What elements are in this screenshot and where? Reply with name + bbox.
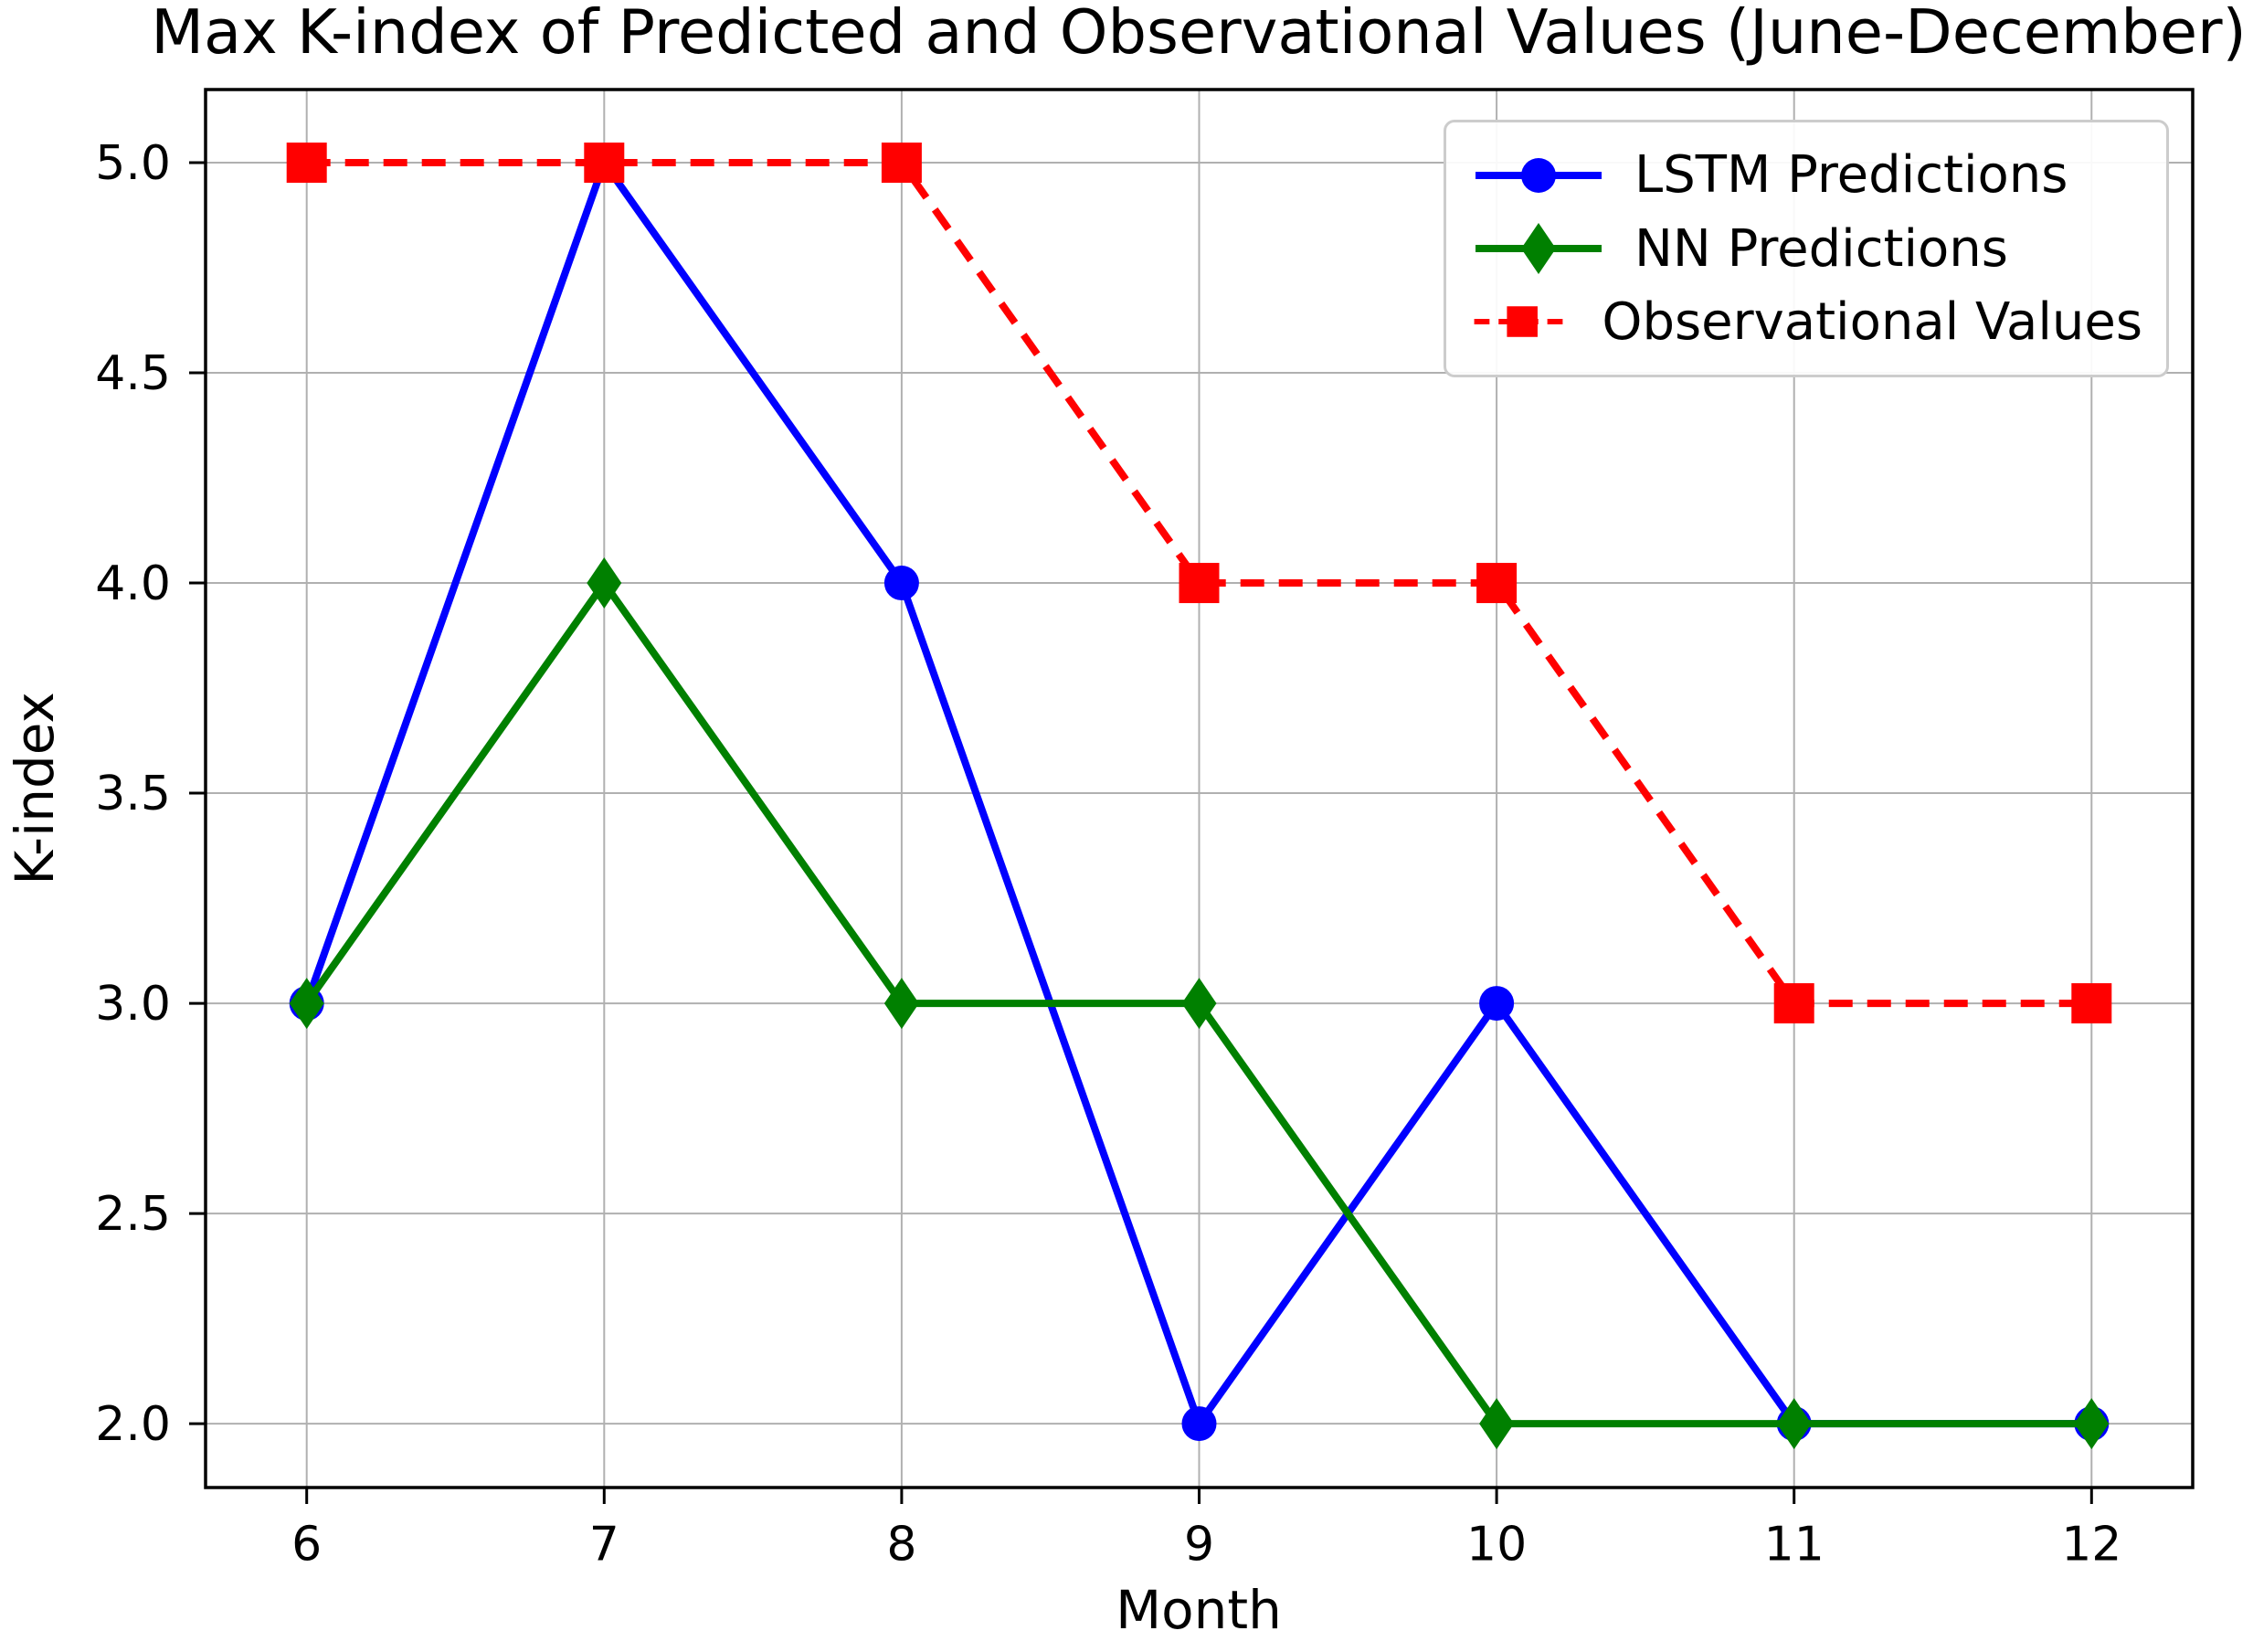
series-observational-values: [286, 143, 2112, 1024]
nn-predictions-legend-marker: [1521, 223, 1556, 274]
series-layer: [286, 143, 2112, 1450]
x-tick-label-8: 8: [886, 1518, 916, 1573]
x-axis-label: Month: [1116, 1579, 1282, 1641]
y-tick-label-5: 5.0: [95, 136, 171, 191]
legend-label: NN Predictions: [1634, 218, 2008, 279]
x-tick-label-10: 10: [1466, 1518, 1527, 1573]
nn-predictions-marker: [1479, 1398, 1515, 1450]
lstm-predictions-marker: [883, 566, 919, 601]
observational-values-marker: [1476, 563, 1518, 604]
legend-item-nn-predictions: NN Predictions: [1470, 219, 2142, 279]
y-axis-label: K-index: [4, 692, 66, 885]
y-tick-label-4.5: 4.5: [95, 346, 171, 401]
x-tick-label-12: 12: [2061, 1518, 2121, 1573]
x-tick-label-7: 7: [589, 1518, 619, 1573]
observational-values-marker: [1179, 563, 1220, 604]
y-tick-label-2: 2.0: [95, 1397, 171, 1452]
observational-values-marker: [286, 143, 327, 184]
legend-item-lstm-predictions: LSTM Predictions: [1470, 145, 2142, 205]
nn-predictions-marker: [1776, 1398, 1812, 1450]
x-tick-label-6: 6: [291, 1518, 322, 1573]
lstm-predictions-legend-marker: [1476, 157, 1602, 193]
observational-values-legend-marker: [1474, 306, 1571, 338]
axis-layer: 6 7 8 9 10 11 12 2.0 2.5 3.0 3.5 4.0 4.5 5.0: [95, 88, 2195, 1573]
lstm-predictions-marker: [1181, 1406, 1217, 1442]
y-tick-label-3.5: 3.5: [95, 767, 171, 821]
nn-predictions-marker: [587, 557, 622, 609]
series-nn-predictions: [289, 557, 2110, 1450]
y-tick-label-4: 4.0: [95, 556, 171, 611]
lstm-predictions-legend-marker: [1521, 157, 1556, 193]
legend-label: Observational Values: [1602, 291, 2142, 352]
observational-values-legend-marker: [1507, 306, 1538, 338]
legend: LSTM Predictions NN Predictions Observatio…: [1444, 120, 2169, 377]
lstm-predictions-marker: [1479, 986, 1515, 1022]
nn-predictions-legend-marker: [1476, 223, 1602, 274]
nn-predictions-marker: [1181, 978, 1217, 1030]
y-tick-label-2.5: 2.5: [95, 1187, 171, 1242]
observational-values-marker: [881, 143, 922, 184]
observational-values-marker: [1773, 983, 1814, 1024]
legend-label: LSTM Predictions: [1634, 145, 2068, 206]
chart-title: Max K-index of Predicted and Observation…: [151, 0, 2246, 68]
nn-predictions-marker: [883, 978, 919, 1030]
nn-predictions-marker: [289, 978, 324, 1030]
y-tick-label-3: 3.0: [95, 977, 171, 1032]
nn-predictions-marker: [2074, 1398, 2110, 1450]
x-tick-label-11: 11: [1764, 1518, 1825, 1573]
legend-item-observational-values: Observational Values: [1470, 292, 2142, 352]
x-tick-label-9: 9: [1184, 1518, 1214, 1573]
observational-values-marker: [584, 143, 625, 184]
observational-values-marker: [2071, 983, 2112, 1024]
